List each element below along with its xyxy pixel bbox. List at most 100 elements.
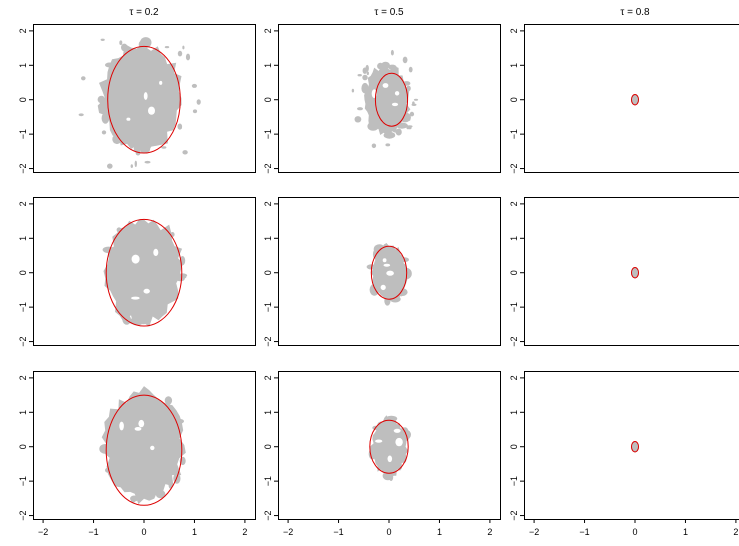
y-tick-label: 0 — [509, 97, 519, 102]
panel-plot-area — [631, 267, 639, 279]
region-outlier — [144, 160, 151, 164]
panel-plot-area — [78, 24, 201, 169]
region-lobe — [102, 246, 115, 253]
y-tick-label: −2 — [509, 163, 519, 173]
region-lobe — [116, 227, 122, 233]
panel: −2 −1 0 1 2 — [509, 197, 739, 347]
y-tick-label: −1 — [509, 302, 519, 312]
panel: −2 −1 0 1 2 — [263, 24, 501, 174]
y-tick-label: 1 — [509, 63, 519, 68]
confidence-ellipse — [374, 72, 409, 127]
region-lobe — [97, 95, 106, 104]
region-outlier — [196, 99, 201, 105]
region-shape — [364, 66, 411, 137]
x-tick-label: 1 — [683, 527, 688, 537]
panel: −2 −1 0 1 2 — [509, 24, 739, 174]
y-tick-label: 2 — [263, 375, 273, 380]
y-tick-label: −2 — [18, 163, 28, 173]
region-outlier — [101, 130, 107, 135]
region-hole — [153, 248, 159, 256]
panel-frame — [278, 24, 501, 173]
panel: −2 −1 0 1 2 — [18, 24, 256, 174]
region-outlier — [130, 164, 133, 169]
region-outlier — [119, 40, 123, 45]
y-tick-label: 2 — [18, 375, 28, 380]
region-lobe — [388, 64, 397, 70]
confidence-ellipse — [631, 94, 639, 106]
y-tick-label: −1 — [263, 476, 273, 486]
panel-plot-area — [631, 441, 639, 453]
y-tick-label: −1 — [18, 476, 28, 486]
region-hole — [131, 254, 140, 264]
y-tick-label: −1 — [263, 129, 273, 139]
region-hole — [119, 421, 124, 431]
region-hole — [382, 83, 389, 88]
region-shape — [101, 386, 186, 505]
region-outlier — [409, 111, 415, 117]
y-tick-label: −2 — [509, 510, 519, 520]
y-tick-label: 0 — [509, 444, 519, 449]
column-title: τ = 0.8 — [620, 7, 650, 18]
region-outlier — [192, 109, 198, 114]
region-outlier — [407, 117, 411, 121]
region-outlier — [408, 66, 413, 73]
x-tick-label: −1 — [333, 527, 343, 537]
region-outlier — [366, 71, 369, 76]
region-shape — [97, 43, 182, 154]
region-outlier — [81, 76, 86, 81]
y-tick-label: 0 — [263, 97, 273, 102]
region-hole — [382, 258, 387, 263]
y-tick-label: 0 — [18, 97, 28, 102]
y-tick-label: 1 — [509, 410, 519, 415]
region-hole — [394, 91, 400, 96]
x-tick-label: −2 — [283, 527, 293, 537]
region-lobe — [367, 121, 379, 131]
region-hole — [391, 102, 399, 107]
panel: −2 −1 0 1 2 — [263, 197, 501, 347]
region-lobe — [396, 122, 408, 129]
x-tick-label: −2 — [529, 527, 539, 537]
y-tick-label: −2 — [263, 163, 273, 173]
y-tick-label: 1 — [263, 63, 273, 68]
x-tick-label: 0 — [632, 527, 637, 537]
region-lobe — [130, 495, 139, 502]
panel-frame — [524, 24, 739, 173]
region-hole — [383, 263, 391, 267]
confidence-ellipse — [105, 394, 183, 506]
y-tick-label: −2 — [509, 336, 519, 346]
confidence-ellipse — [370, 245, 408, 300]
x-tick-label: 1 — [192, 527, 197, 537]
column-title: τ = 0.5 — [374, 7, 404, 18]
y-tick-label: 2 — [263, 201, 273, 206]
y-tick-label: 1 — [263, 410, 273, 415]
y-tick-label: 2 — [18, 28, 28, 33]
region-outlier — [351, 88, 355, 93]
region-hole — [386, 270, 394, 276]
region-lobe — [139, 320, 148, 325]
panel-frame — [33, 197, 256, 346]
confidence-ellipse — [631, 267, 639, 279]
y-tick-label: 0 — [18, 270, 28, 275]
region-hole — [131, 296, 140, 300]
region-hole — [143, 288, 150, 294]
y-tick-label: −2 — [18, 510, 28, 520]
panel-plot-area — [102, 218, 188, 327]
region-shape — [631, 267, 639, 279]
region-outlier — [385, 143, 391, 147]
panel-frame — [33, 24, 256, 173]
region-outlier — [191, 83, 197, 88]
y-tick-label: −1 — [18, 302, 28, 312]
region-outlier — [100, 38, 105, 41]
region-lobe — [381, 61, 390, 69]
y-tick-label: 0 — [509, 270, 519, 275]
region-outlier — [177, 50, 183, 57]
y-tick-label: 1 — [509, 236, 519, 241]
region-lobe — [400, 427, 406, 436]
region-outlier — [107, 163, 113, 169]
region-outlier — [395, 128, 402, 136]
x-tick-label: 0 — [386, 527, 391, 537]
region-lobe — [112, 134, 122, 145]
region-outlier — [362, 67, 367, 74]
y-tick-label: 2 — [509, 375, 519, 380]
region-lobe — [145, 144, 151, 153]
